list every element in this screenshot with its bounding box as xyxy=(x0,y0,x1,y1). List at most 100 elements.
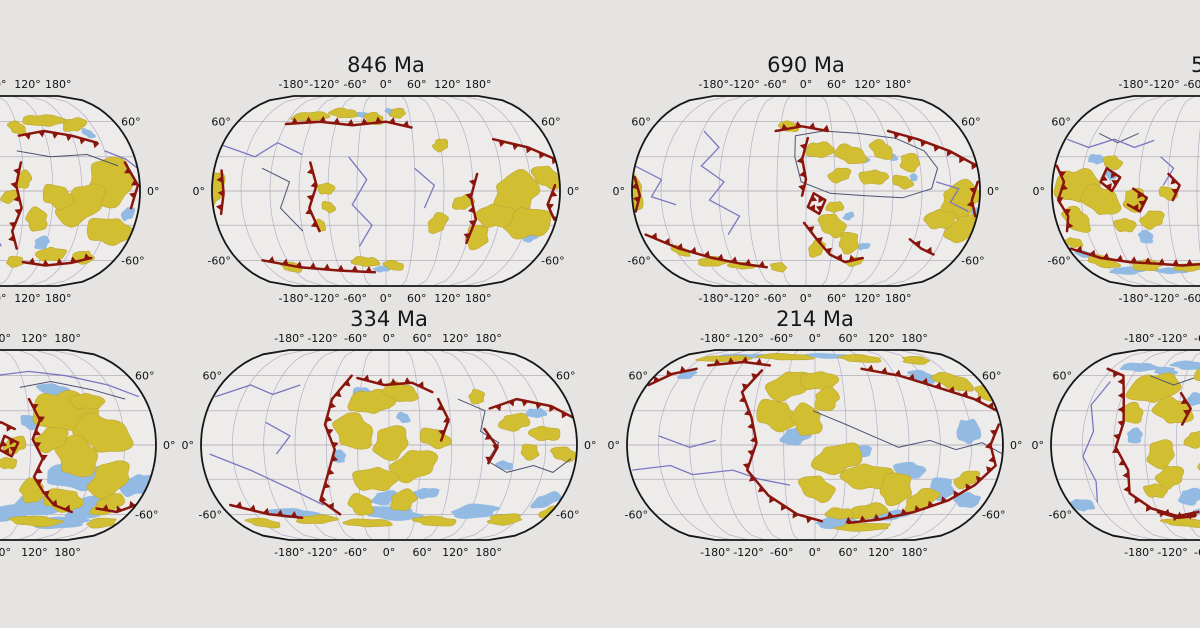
lon-tick-bottom: 0° xyxy=(809,546,822,559)
lat-tick-labels: 60°60°0°0°-60°-60° xyxy=(182,370,597,522)
paleomap-334ma: 334 Ma -180° -180° -120° -120° -60° -60° 0° 0° 6… xyxy=(149,300,629,590)
lat-tick-left: 60° xyxy=(628,370,648,383)
plate-boundary-lines xyxy=(19,380,126,400)
lat-tick-right: -60° xyxy=(135,508,158,521)
ridge-lines xyxy=(209,384,324,506)
subduction-zones xyxy=(0,397,138,514)
lon-tick-bottom: -60° xyxy=(764,292,787,305)
lat-tick-labels: 60°60°0°0°-60°-60° xyxy=(1033,116,1071,268)
lon-tick-top: -60° xyxy=(1184,78,1200,91)
plate-boundary-lines xyxy=(261,167,304,232)
plate-boundary-lines xyxy=(1099,132,1139,144)
lon-tick-bottom: 60° xyxy=(0,292,6,305)
continent-shapes xyxy=(1120,367,1200,528)
lat-tick-right: -60° xyxy=(121,254,144,267)
lat-tick-right: -60° xyxy=(982,508,1005,521)
lat-tick-labels: 60°60°0°0°-60°-60° xyxy=(613,116,1000,268)
plate-boundary-lines xyxy=(457,398,572,473)
lon-tick-top: -120° xyxy=(1157,332,1187,345)
lon-tick-bottom: -60° xyxy=(344,292,367,305)
plate-boundary-lines xyxy=(812,410,1003,455)
lon-tick-bottom: -180° xyxy=(1119,292,1149,305)
lat-tick-left: -60° xyxy=(627,254,650,267)
lon-tick-top: -120° xyxy=(307,332,337,345)
lat-tick-left: -60° xyxy=(1049,508,1072,521)
lon-tick-bottom: 60° xyxy=(407,292,427,305)
ridge-lines xyxy=(0,144,138,247)
lon-tick-top: -180° xyxy=(699,78,729,91)
lat-tick-right: 60° xyxy=(556,370,576,383)
lon-tick-bottom: -120° xyxy=(729,292,759,305)
lat-tick-left: 60° xyxy=(211,116,231,129)
lat-tick-right: 0° xyxy=(147,185,160,198)
lon-tick-bottom: -120° xyxy=(307,546,337,559)
subduction-zones xyxy=(647,356,1001,525)
lon-tick-top: 60° xyxy=(0,332,11,345)
lon-tick-top: 0° xyxy=(380,78,393,91)
subduction-zones xyxy=(215,116,560,274)
lon-tick-top: 180° xyxy=(901,332,928,345)
lon-tick-bottom: 180° xyxy=(45,292,72,305)
lon-tick-top: 120° xyxy=(868,332,895,345)
map-outline xyxy=(1050,349,1200,541)
lon-tick-top: -180° xyxy=(1119,78,1149,91)
lon-tick-top: -120° xyxy=(309,78,339,91)
lon-tick-top: 120° xyxy=(854,78,881,91)
lon-tick-bottom: 0° xyxy=(383,546,396,559)
lon-tick-labels: -180°-180°-120°-120°-60°-60°0°0°60°60°12… xyxy=(0,78,71,305)
lon-tick-top: 180° xyxy=(475,332,502,345)
continent-shapes xyxy=(0,114,134,268)
lat-tick-right: 0° xyxy=(1010,439,1023,452)
lon-tick-bottom: -180° xyxy=(1124,546,1154,559)
shallow-sea-shapes xyxy=(1068,360,1200,521)
lon-tick-top: -180° xyxy=(274,332,304,345)
plate-boundary-lines xyxy=(794,130,939,199)
plate-boundary-lines xyxy=(1149,375,1195,386)
ridge-lines xyxy=(1082,381,1111,503)
lon-tick-bottom: 180° xyxy=(465,292,492,305)
map-canvas-paleomap-bottom-left-partial: -180°-180°-120°-120°-60°-60°0°0°60°60°12… xyxy=(0,332,176,559)
lon-tick-labels: -180°-180°-120°-120°-60°-60°0°0°60°60°12… xyxy=(274,332,502,559)
lon-tick-bottom: 60° xyxy=(412,546,432,559)
lon-tick-top: 180° xyxy=(885,78,912,91)
lon-tick-labels: -180°-180°-120°-120°-60°-60°0°0°60°60°12… xyxy=(0,332,81,559)
paleomap-846ma: 846 Ma -180° -180° -120° -120° -60° -60° 0° 0° 6… xyxy=(146,46,626,336)
lon-tick-top: 180° xyxy=(54,332,81,345)
map-canvas-paleomap-top-left-partial: -180°-180°-120°-120°-60°-60°0°0°60°60°12… xyxy=(0,78,160,305)
lon-tick-top: 60° xyxy=(838,332,858,345)
map-title: 846 Ma xyxy=(347,53,425,77)
lat-tick-right: 0° xyxy=(163,439,176,452)
lat-tick-labels: 60°60°0°0°-60°-60° xyxy=(608,370,1023,522)
paleomap-bottom-right-partial: -180°-180°-120°-120°-60°-60°0°0°60°60°12… xyxy=(999,300,1200,590)
lat-tick-left: 60° xyxy=(202,370,222,383)
lon-tick-bottom: 120° xyxy=(442,546,469,559)
lon-tick-bottom: 120° xyxy=(854,292,881,305)
lat-tick-left: 0° xyxy=(1032,439,1045,452)
lon-tick-bottom: 0° xyxy=(380,292,393,305)
map-title: 5 xyxy=(1191,53,1200,77)
lon-tick-bottom: -120° xyxy=(1157,546,1187,559)
lon-tick-bottom: 180° xyxy=(54,546,81,559)
lat-tick-labels: 60°60°0°0°-60°-60° xyxy=(121,116,160,268)
lon-tick-top: -120° xyxy=(733,332,763,345)
map-canvas-paleomap-846ma: -180°-180°-120°-120°-60°-60°0°0°60°60°12… xyxy=(193,78,580,305)
map-canvas-paleomap-214ma: -180°-180°-120°-120°-60°-60°0°0°60°60°12… xyxy=(608,332,1023,559)
map-content xyxy=(1052,96,1200,286)
lat-tick-right: 60° xyxy=(135,370,155,383)
lon-tick-top: 0° xyxy=(383,332,396,345)
lat-tick-left: 0° xyxy=(1033,185,1046,198)
lon-tick-top: 120° xyxy=(442,332,469,345)
lon-tick-bottom: -60° xyxy=(770,546,793,559)
lat-tick-right: 60° xyxy=(961,116,981,129)
lon-tick-bottom: 0° xyxy=(800,292,813,305)
lon-tick-bottom: -120° xyxy=(309,292,339,305)
lat-tick-left: 0° xyxy=(182,439,195,452)
lon-tick-top: -120° xyxy=(1149,78,1179,91)
lon-tick-labels: -180°-180°-120°-120°-60°-60°0°0°60°60°12… xyxy=(279,78,492,305)
lon-tick-top: -180° xyxy=(279,78,309,91)
lon-tick-bottom: -60° xyxy=(344,546,367,559)
map-outline xyxy=(200,349,578,541)
map-content xyxy=(0,350,156,540)
lon-tick-bottom: 120° xyxy=(14,292,41,305)
